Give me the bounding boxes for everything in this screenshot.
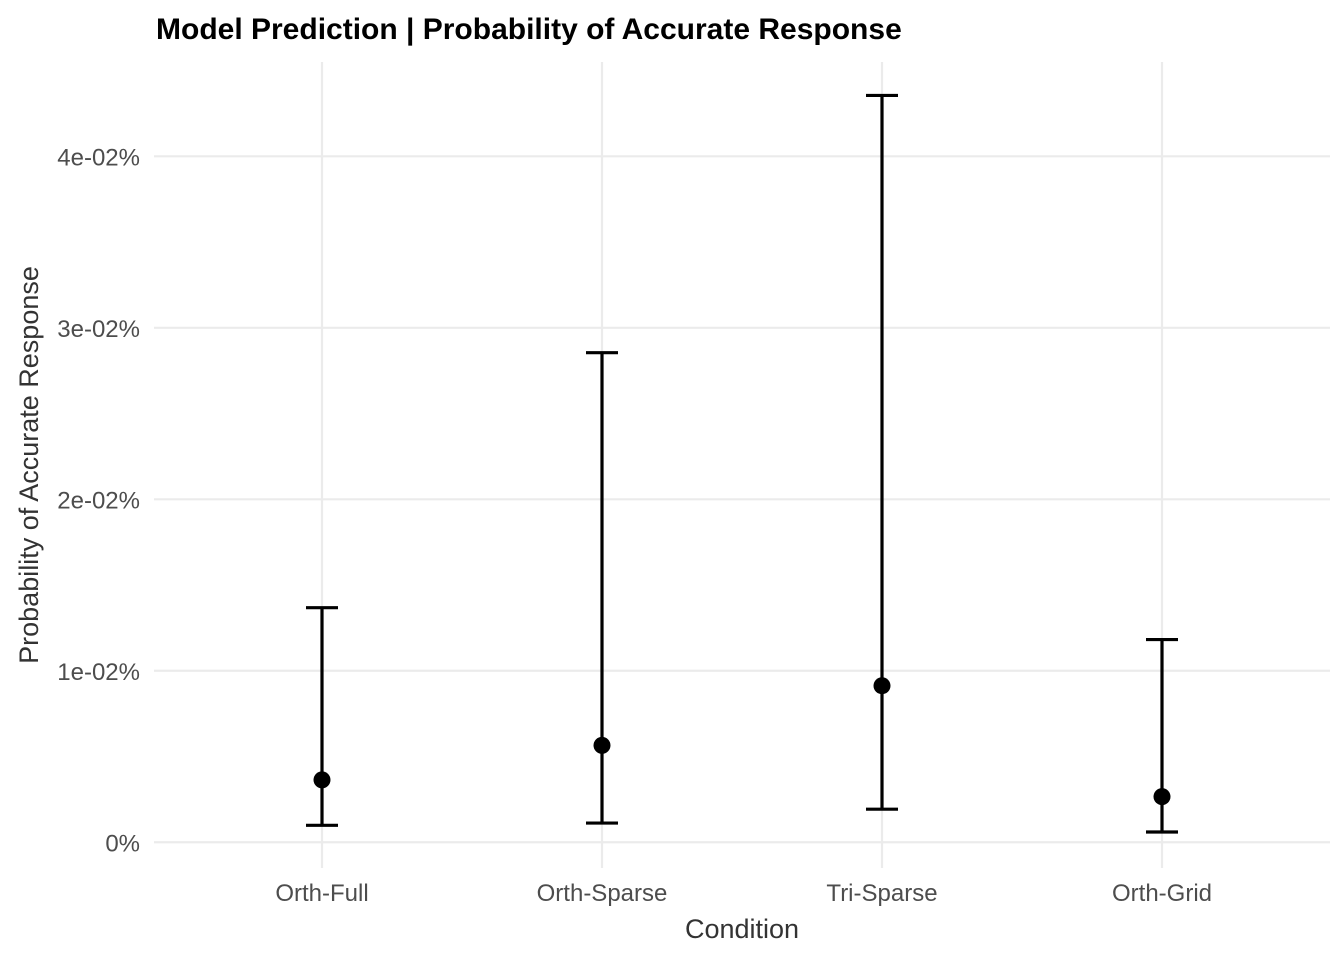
grid-lines xyxy=(154,62,1330,868)
y-axis-ticks: 0% 1e-02% 2e-02% 3e-02% 4e-02% xyxy=(57,144,140,857)
y-axis-title: Probability of Accurate Response xyxy=(14,266,44,664)
y-tick-label: 2e-02% xyxy=(57,487,140,514)
y-tick-label: 0% xyxy=(105,830,140,857)
estimate-point xyxy=(593,736,611,754)
estimate-point xyxy=(873,677,891,695)
x-tick-label: Orth-Full xyxy=(275,880,368,907)
x-axis-title: Condition xyxy=(685,914,799,944)
y-tick-label: 1e-02% xyxy=(57,659,140,686)
estimate-point xyxy=(313,771,331,789)
x-tick-label: Tri-Sparse xyxy=(826,880,937,907)
error-bars xyxy=(306,93,1178,834)
estimate-point xyxy=(1153,788,1171,806)
x-axis-ticks: Orth-Full Orth-Sparse Tri-Sparse Orth-Grid xyxy=(275,880,1212,907)
x-tick-label: Orth-Sparse xyxy=(537,880,668,907)
y-tick-label: 4e-02% xyxy=(57,144,140,171)
y-tick-label: 3e-02% xyxy=(57,316,140,343)
x-tick-label: Orth-Grid xyxy=(1112,880,1212,907)
chart-title: Model Prediction | Probability of Accura… xyxy=(156,13,902,46)
